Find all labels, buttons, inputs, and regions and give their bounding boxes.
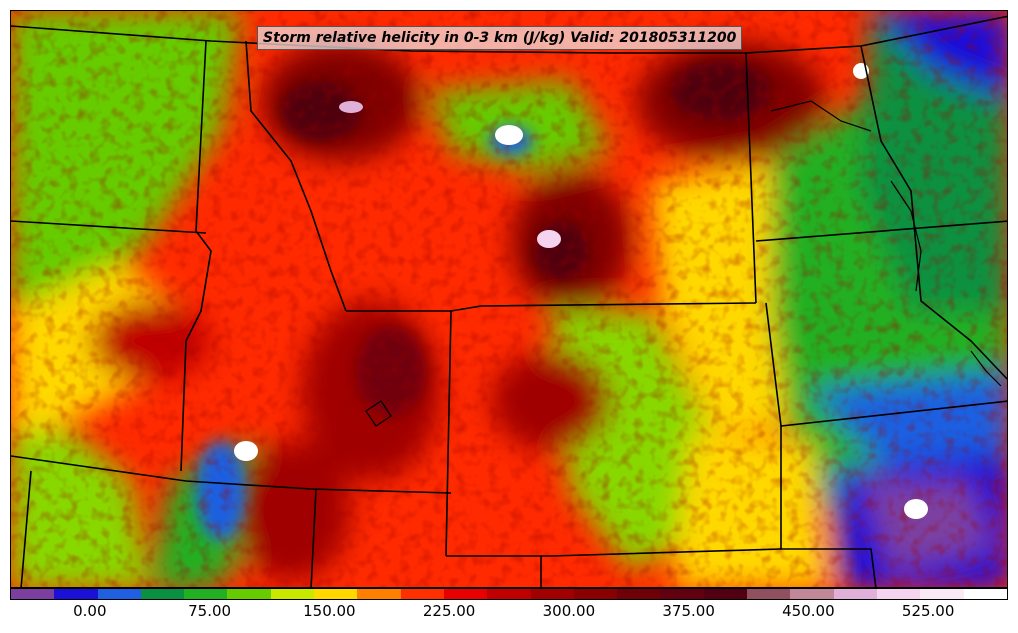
colorbar-swatch-18 [790, 589, 834, 599]
colorbar-label: 375.00 [662, 602, 715, 620]
border-wy-co [445, 310, 452, 557]
colorbar-label: 75.00 [188, 602, 232, 620]
colorbar-swatch-19 [833, 589, 877, 599]
helicity-map: Storm relative helicity in 0-3 km (J/kg)… [10, 10, 1008, 588]
helicity-field-map [11, 11, 1007, 587]
border-wa-or [11, 220, 207, 234]
border-mt-wy [346, 302, 757, 312]
colorbar-swatch-16 [703, 589, 748, 599]
field-peaks [234, 63, 928, 519]
field-speckle [11, 11, 1007, 587]
map-title: Storm relative helicity in 0-3 km (J/kg)… [257, 26, 743, 50]
river-missouri [770, 100, 872, 132]
colorbar-swatch-9 [400, 589, 444, 599]
colorbar-swatch-3 [140, 589, 185, 599]
field-peak-kansas [904, 499, 928, 519]
colorbar-swatch-17 [747, 589, 791, 599]
border-ks-ok [780, 426, 877, 587]
colorbar-swatch-22 [963, 589, 1007, 599]
colorbar-swatch-12 [530, 589, 574, 599]
colorbar-swatch-5 [227, 589, 271, 599]
border-mt-nd [745, 52, 757, 304]
border-co-south [446, 548, 782, 557]
colorbar-swatch-0 [11, 589, 55, 599]
lake-great-salt [365, 400, 392, 427]
colorbar-swatch-6 [270, 589, 315, 599]
border-id-mt [245, 40, 347, 312]
border-nd-mn [860, 45, 1007, 381]
colorbar-swatch-11 [487, 589, 531, 599]
border-ca-nv [20, 470, 32, 587]
colorbar-swatch-14 [617, 589, 661, 599]
colorbar-swatch-15 [660, 589, 704, 599]
colorbar [10, 588, 1008, 600]
colorbar-swatch-7 [314, 589, 358, 599]
border-sd-ne [755, 220, 1007, 242]
colorbar-label: 525.00 [901, 602, 955, 620]
field-peak-sd-blue [495, 125, 523, 145]
colorbar-swatch-13 [573, 589, 618, 599]
field-peak-montana [339, 101, 363, 113]
border-nv-ut [11, 455, 452, 494]
colorbar-labels: 0.00 75.00 150.00 225.00 300.00 375.00 450.00 5… [10, 600, 1008, 628]
colorbar-label: 450.00 [782, 602, 835, 620]
colorbar-label: 300.00 [542, 602, 596, 620]
border-ut-az [310, 488, 317, 587]
water-features [365, 100, 1002, 427]
colorbar-label: 0.00 [73, 602, 107, 620]
field-peak-nevada [234, 441, 258, 461]
colorbar-swatch-2 [97, 589, 141, 599]
river-ks [970, 350, 1002, 387]
field-peak-wyoming [537, 230, 561, 248]
river-mn [890, 180, 922, 292]
colorbar-swatch-10 [443, 589, 488, 599]
colorbar-swatch-1 [54, 589, 98, 599]
state-boundaries [11, 15, 1007, 587]
border-id-west [180, 40, 212, 472]
colorbar-label: 225.00 [422, 602, 476, 620]
colorbar-swatch-4 [184, 589, 228, 599]
colorbar-swatch-21 [920, 589, 964, 599]
colorbar-swatch-8 [357, 589, 401, 599]
colorbar-swatch-20 [876, 589, 921, 599]
colorbar-label: 150.00 [303, 602, 356, 620]
